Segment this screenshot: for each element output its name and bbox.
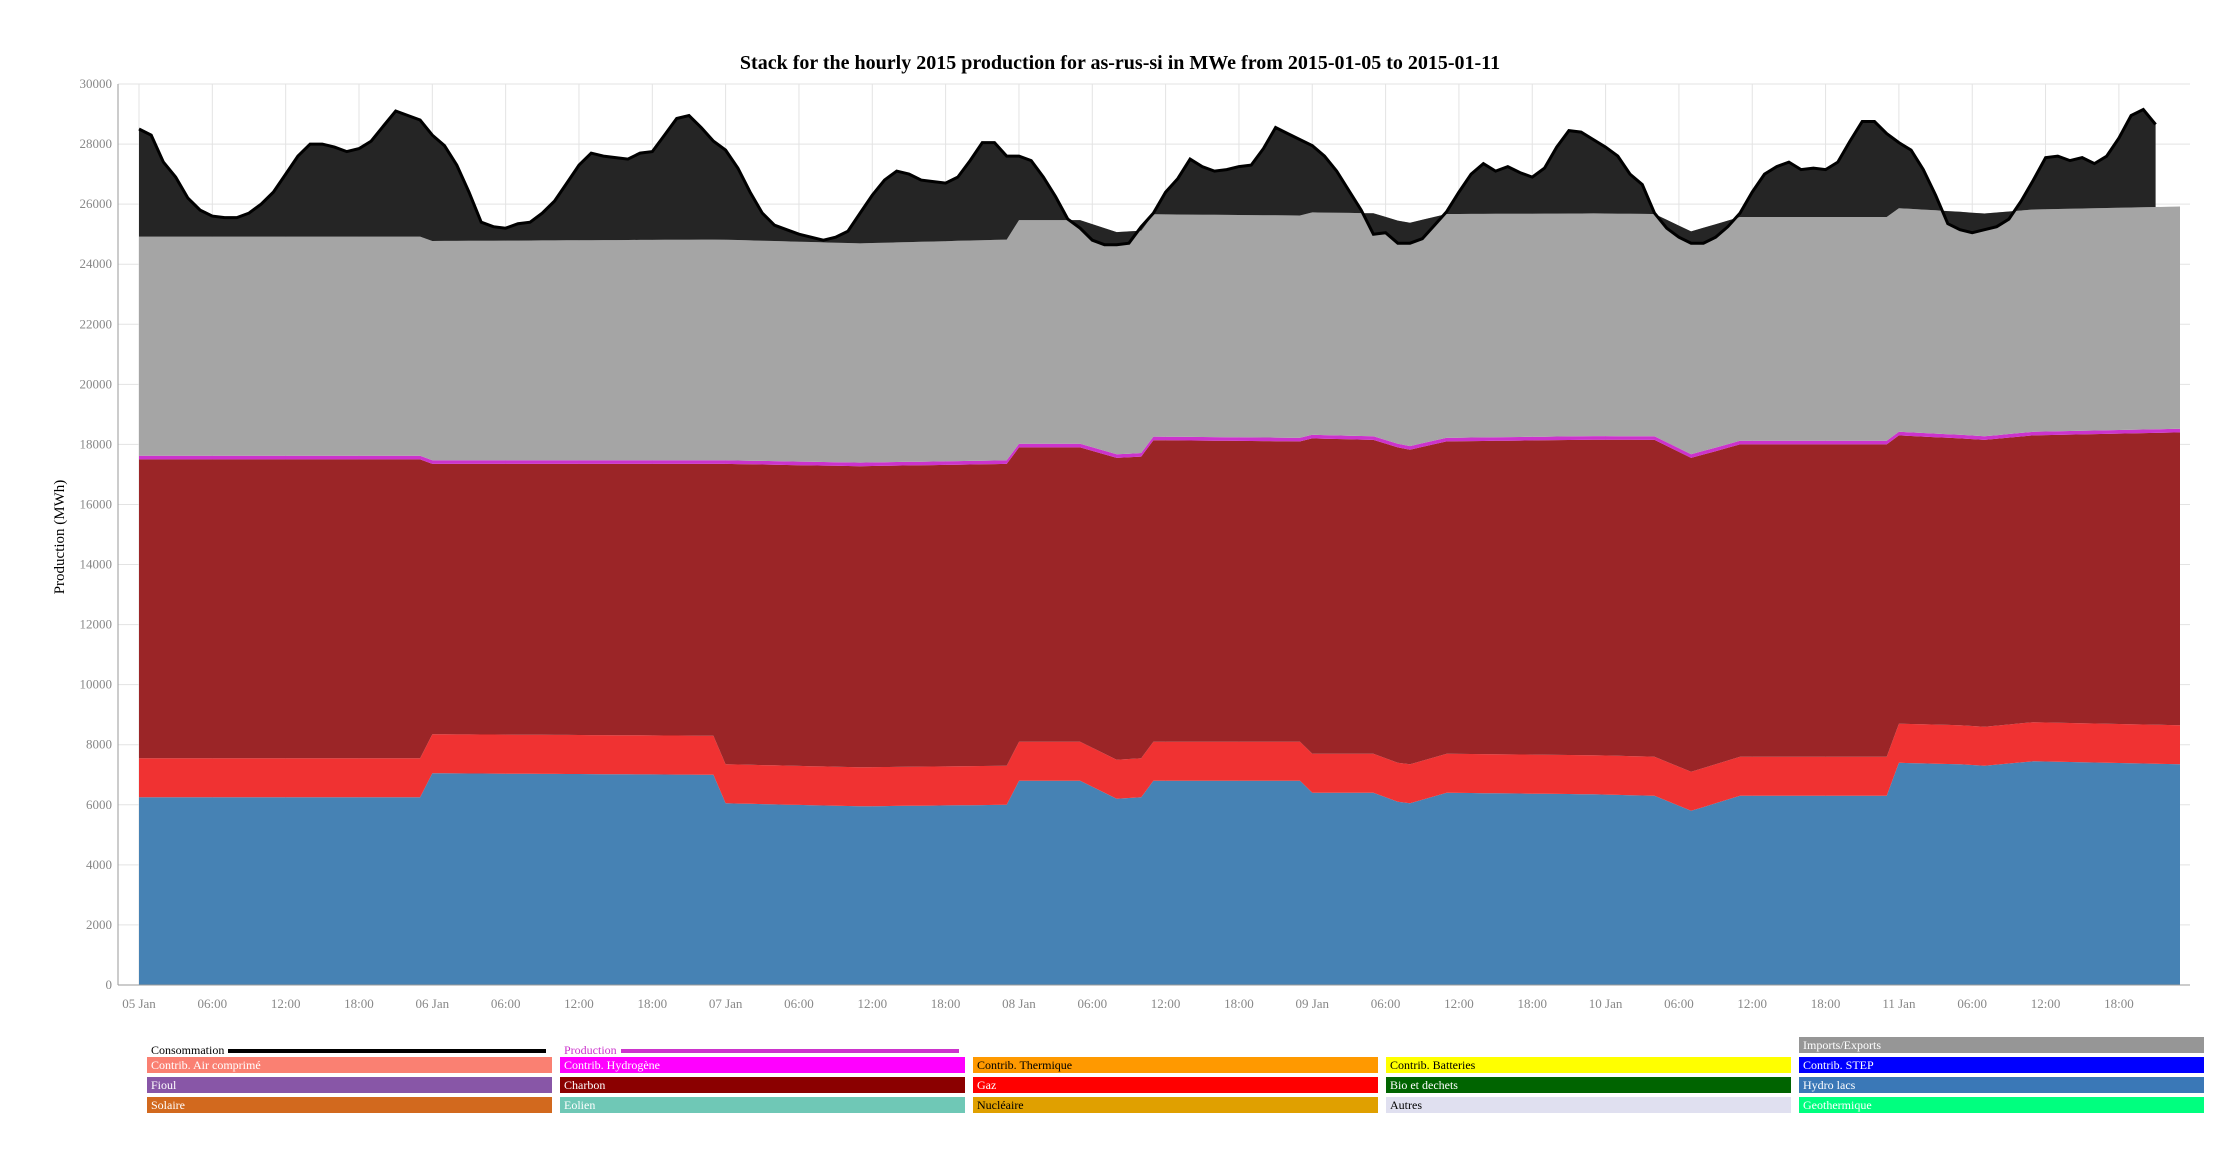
y-tick-label: 30000 (80, 76, 113, 91)
x-tick-label: 06:00 (1371, 996, 1401, 1011)
area-nucl-aire (139, 206, 2180, 463)
x-tick-label: 12:00 (1737, 996, 1767, 1011)
x-tick-label: 12:00 (271, 996, 301, 1011)
legend-item-contrib-hydrog-ne[interactable]: Contrib. Hydrogène (560, 1057, 965, 1073)
chart-title: Stack for the hourly 2015 production for… (740, 52, 1500, 74)
y-axis-label: Production (MWh) (52, 480, 68, 595)
legend-line-swatch (620, 1049, 959, 1054)
y-tick-label: 18000 (80, 436, 113, 451)
y-tick-label: 28000 (80, 136, 113, 151)
y-tick-label: 10000 (80, 677, 113, 692)
x-tick-label: 06 Jan (416, 996, 450, 1011)
legend-item-solaire[interactable]: Solaire (147, 1097, 552, 1113)
x-tick-label: 06:00 (491, 996, 521, 1011)
y-tick-label: 26000 (80, 196, 113, 211)
x-tick-label: 12:00 (1151, 996, 1181, 1011)
x-tick-label: 18:00 (637, 996, 667, 1011)
legend-label: Production (564, 1043, 617, 1057)
x-tick-label: 09 Jan (1295, 996, 1329, 1011)
x-tick-label: 18:00 (1224, 996, 1254, 1011)
area-charbon (139, 432, 2180, 772)
y-tick-label: 0 (106, 977, 113, 992)
y-tick-label: 2000 (86, 917, 112, 932)
y-tick-label: 22000 (80, 316, 113, 331)
legend-item-hydro-lacs[interactable]: Hydro lacs (1799, 1077, 2204, 1093)
legend-item-consommation[interactable]: Consommation (151, 1042, 547, 1058)
y-tick-label: 12000 (80, 617, 113, 632)
x-tick-label: 18:00 (931, 996, 961, 1011)
legend-line-swatch (228, 1049, 547, 1054)
y-tick-label: 8000 (86, 737, 112, 752)
x-tick-label: 06:00 (1957, 996, 1987, 1011)
legend-item-contrib-step[interactable]: Contrib. STEP (1799, 1057, 2204, 1073)
legend-item-gaz[interactable]: Gaz (973, 1077, 1378, 1093)
x-tick-label: 18:00 (344, 996, 374, 1011)
legend-item-contrib-batteries[interactable]: Contrib. Batteries (1386, 1057, 1791, 1073)
legend-item-autres[interactable]: Autres (1386, 1097, 1791, 1113)
legend-item-nucl-aire[interactable]: Nucléaire (973, 1097, 1378, 1113)
y-tick-label: 4000 (86, 857, 112, 872)
x-tick-label: 05 Jan (122, 996, 156, 1011)
x-tick-label: 08 Jan (1002, 996, 1036, 1011)
x-tick-label: 06:00 (198, 996, 228, 1011)
x-tick-label: 18:00 (2104, 996, 2134, 1011)
series-lines (138, 107, 2157, 247)
legend-label: Consommation (151, 1043, 225, 1057)
x-tick-label: 12:00 (857, 996, 887, 1011)
stacked-area-chart: Stack for the hourly 2015 production for… (52, 52, 2190, 1011)
legend-item-contrib-thermique[interactable]: Contrib. Thermique (973, 1057, 1378, 1073)
y-tick-label: 14000 (80, 557, 113, 572)
x-tick-label: 12:00 (2031, 996, 2061, 1011)
x-tick-label: 06:00 (1077, 996, 1107, 1011)
y-tick-label: 20000 (80, 376, 113, 391)
y-tick-label: 16000 (80, 496, 113, 511)
legend-item-imports-exports[interactable]: Imports/Exports (1799, 1037, 2204, 1053)
y-tick-label: 6000 (86, 797, 112, 812)
x-tick-label: 06:00 (784, 996, 814, 1011)
axes: 0 2000 4000 6000 8000 10000 12000 14000 16000 180… (80, 76, 2190, 1011)
x-tick-label: 12:00 (564, 996, 594, 1011)
x-tick-label: 18:00 (1517, 996, 1547, 1011)
x-tick-label: 07 Jan (709, 996, 743, 1011)
x-tick-label: 11 Jan (1882, 996, 1916, 1011)
legend-item-contrib-air-comprim-[interactable]: Contrib. Air comprimé (147, 1057, 552, 1073)
legend-item-charbon[interactable]: Charbon (560, 1077, 965, 1093)
y-tick-label: 24000 (80, 256, 113, 271)
series-areas (139, 109, 2180, 985)
area-gaz (139, 722, 2180, 811)
area-hydro-lacs (139, 761, 2180, 985)
x-tick-label: 10 Jan (1589, 996, 1623, 1011)
legend-item-geothermique[interactable]: Geothermique (1799, 1097, 2204, 1113)
legend-item-fioul[interactable]: Fioul (147, 1077, 552, 1093)
legend-item-production[interactable]: Production (564, 1042, 959, 1058)
x-tick-label: 18:00 (1811, 996, 1841, 1011)
area-consumption-surplus (139, 109, 2156, 245)
legend-item-eolien[interactable]: Eolien (560, 1097, 965, 1113)
line-consommation (138, 107, 2157, 247)
x-tick-label: 06:00 (1664, 996, 1694, 1011)
x-tick-label: 12:00 (1444, 996, 1474, 1011)
legend-item-bio-et-dechets[interactable]: Bio et dechets (1386, 1077, 1791, 1093)
